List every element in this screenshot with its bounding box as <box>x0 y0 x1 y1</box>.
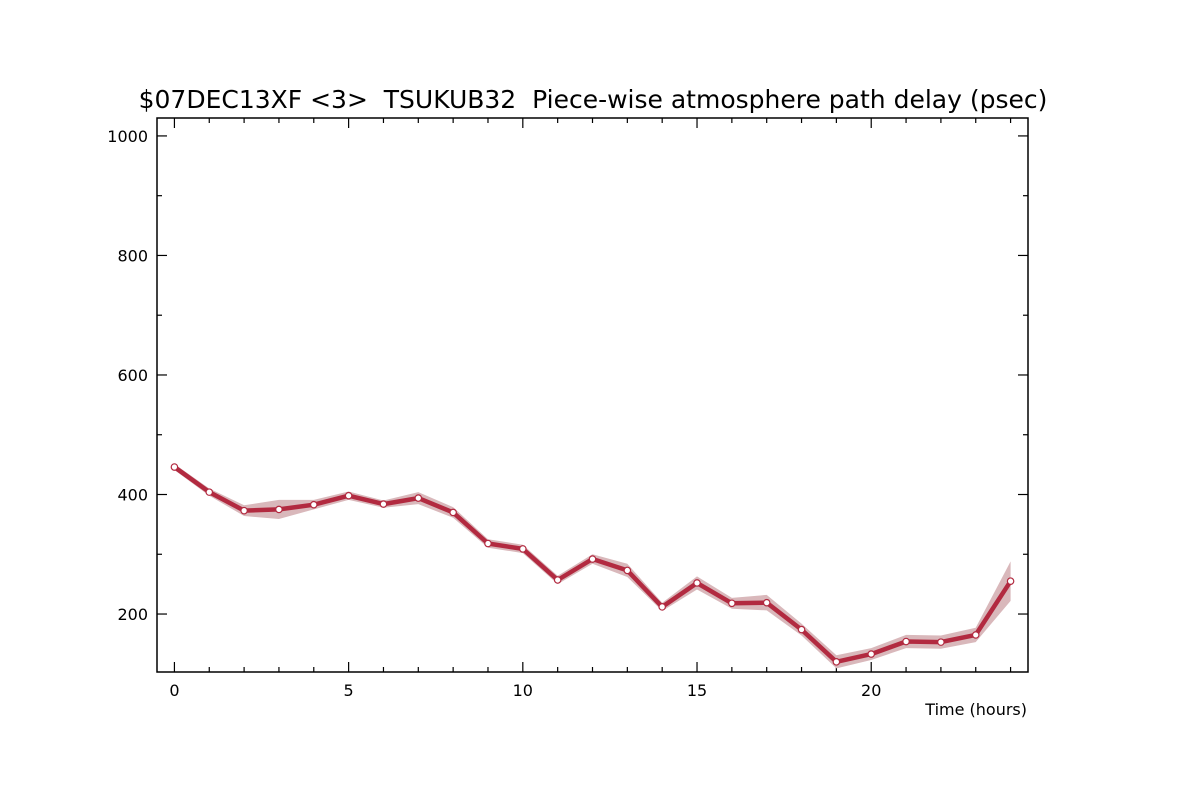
y-tick-label: 200 <box>117 605 148 624</box>
x-tick-label: 5 <box>344 681 354 700</box>
data-point <box>309 500 318 509</box>
data-point <box>484 539 492 548</box>
data-point <box>937 638 945 646</box>
x-axis-label: Time (hours) <box>924 700 1027 719</box>
y-tick-label: 400 <box>117 486 148 505</box>
data-point <box>797 625 806 634</box>
x-tick-label: 0 <box>169 681 179 700</box>
x-tick-label: 10 <box>513 681 533 700</box>
data-point <box>1006 577 1015 585</box>
y-tick-label: 1000 <box>107 127 148 146</box>
data-point <box>902 637 910 646</box>
data-point <box>205 488 214 496</box>
data-point <box>379 500 388 508</box>
data-point-layer <box>170 463 1015 666</box>
y-tick-label: 800 <box>117 246 148 265</box>
data-point <box>519 545 527 553</box>
error-band <box>174 464 1011 669</box>
data-point <box>867 650 876 658</box>
data-point <box>658 603 666 611</box>
data-point <box>588 555 597 563</box>
data-point <box>414 494 423 502</box>
plot-frame <box>156 117 1029 673</box>
data-point <box>275 505 283 514</box>
data-point <box>623 566 632 575</box>
data-point <box>170 463 179 471</box>
data-point <box>728 599 736 608</box>
y-tick-label: 600 <box>117 366 148 385</box>
chart-title: $07DEC13XF <3> TSUKUB32 Piece-wise atmos… <box>139 85 1048 114</box>
data-point <box>832 658 841 666</box>
data-point <box>553 576 562 584</box>
x-tick-label: 20 <box>861 681 881 700</box>
axis-ticks <box>157 118 1028 672</box>
tick-labels: 0 5 10 15 20 200 400 600 800 1000 <box>107 127 881 700</box>
series-line <box>173 465 1013 665</box>
data-point <box>693 579 701 587</box>
x-tick-label: 15 <box>687 681 707 700</box>
data-point <box>762 598 771 607</box>
data-point <box>240 506 248 515</box>
error-band-layer <box>174 464 1011 669</box>
data-point <box>344 491 353 500</box>
series-line-layer <box>173 465 1013 665</box>
data-point <box>971 631 980 639</box>
data-point <box>449 508 457 517</box>
